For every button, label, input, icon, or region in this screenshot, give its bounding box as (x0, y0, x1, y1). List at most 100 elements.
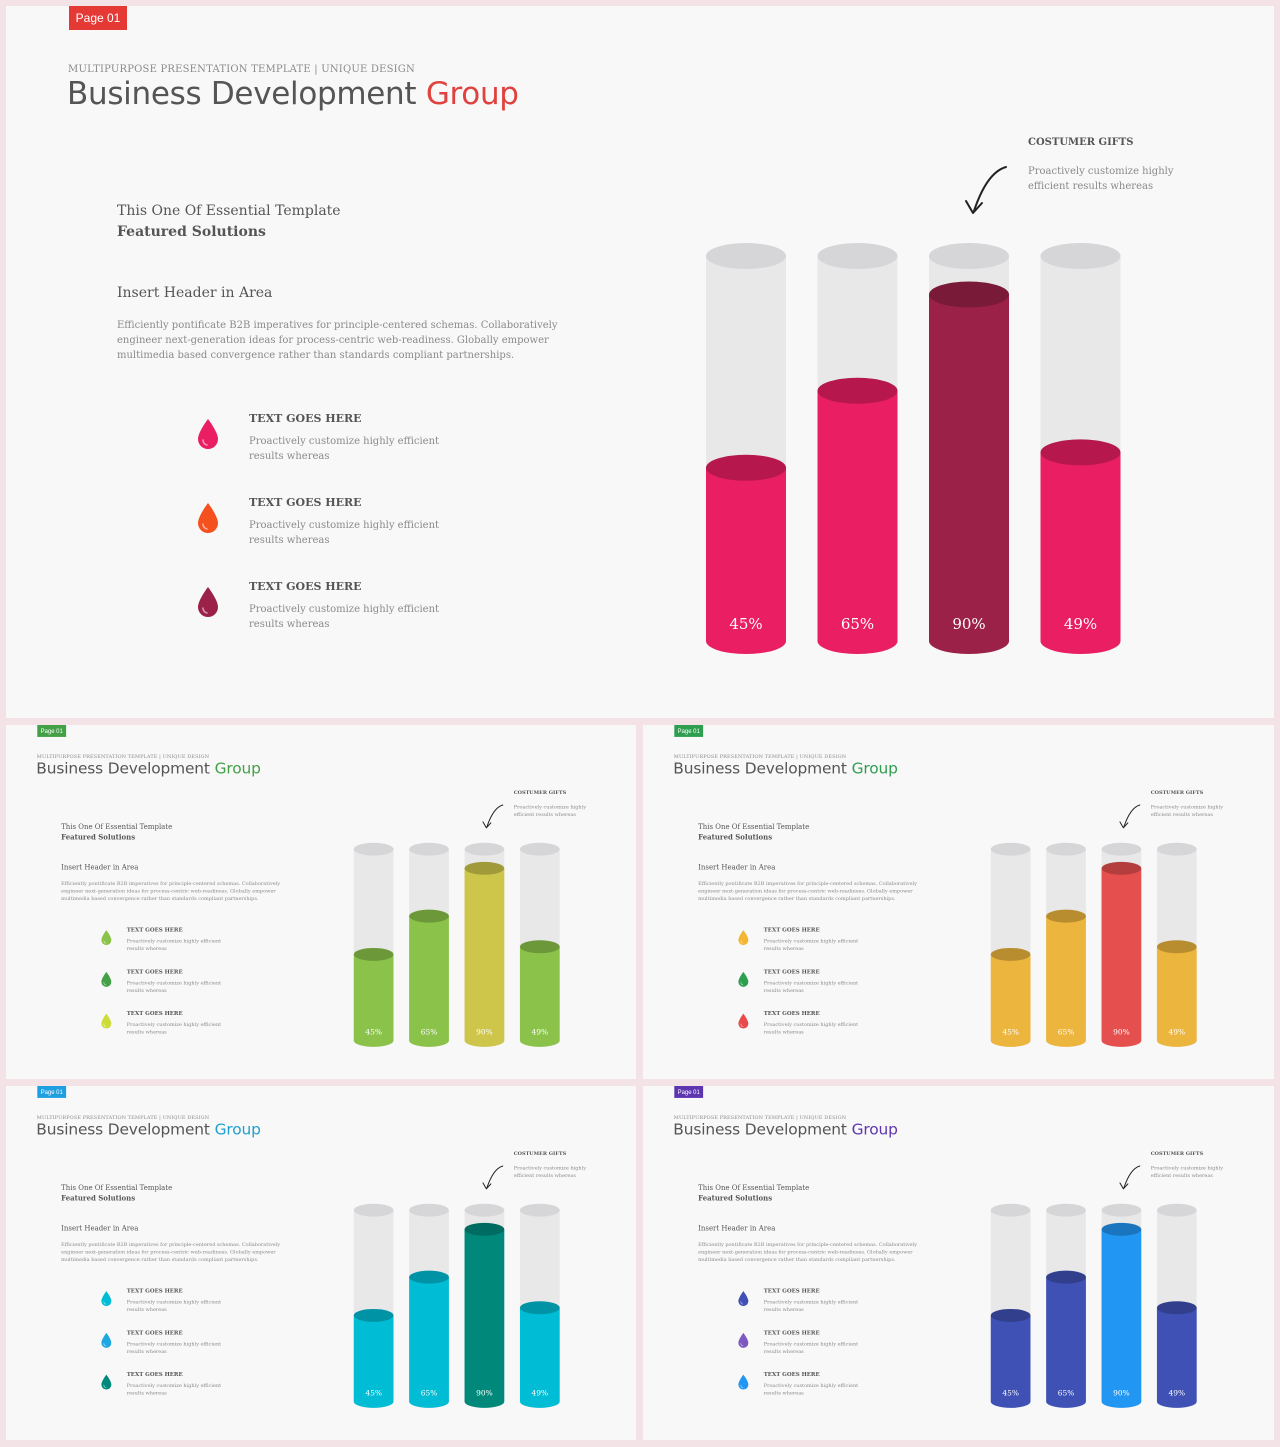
item-title: TEXT GOES HERE (763, 968, 820, 975)
bar-fill-base (1101, 1395, 1142, 1408)
bar-track-top (1046, 842, 1086, 856)
drop-icon (198, 419, 218, 449)
item-description: Proactively customize highly efficient r… (763, 1022, 859, 1036)
drop-icon (101, 971, 112, 987)
page-title: Business Development Group (673, 759, 898, 778)
bar-fill-top (1040, 439, 1121, 466)
bar-track-top (817, 243, 898, 269)
bar-fill-base (464, 1034, 505, 1047)
bar-fill-base (1156, 1034, 1197, 1047)
feature-item: TEXT GOES HERE Proactively customize hig… (196, 496, 496, 566)
gift-description: Proactively customize highly efficient r… (1150, 1165, 1224, 1179)
item-title: TEXT GOES HERE (126, 926, 183, 934)
slide-blue: Page 01 MULTIPURPOSE PRESENTATION TEMPLA… (643, 1086, 1274, 1440)
subtitle-line-1: This One Of Essential Template (698, 822, 810, 831)
item-description: Proactively customize highly efficient r… (126, 1341, 222, 1355)
bar-fill-base (464, 1395, 505, 1408)
cylinder-bar: 65% (409, 1203, 449, 1408)
drop-icon (198, 587, 218, 617)
subtitle-line-1: This One Of Essential Template (61, 1183, 173, 1192)
bar-fill (1046, 1277, 1086, 1402)
bar-fill-top (409, 1270, 449, 1284)
item-title: TEXT GOES HERE (126, 1329, 183, 1336)
feature-item: TEXT GOES HERE Proactively customize hig… (100, 1288, 249, 1323)
bar-track-top (990, 842, 1031, 856)
bar-value-label: 65% (1058, 1028, 1075, 1037)
item-title: TEXT GOES HERE (763, 1010, 820, 1017)
bar-fill (519, 1307, 560, 1402)
bar-track-top (1046, 1203, 1086, 1217)
bar-fill-base (519, 1034, 560, 1047)
slide-green: Page 01 MULTIPURPOSE PRESENTATION TEMPLA… (6, 725, 636, 1079)
drop-icon (198, 503, 218, 533)
item-title: TEXT GOES HERE (126, 1371, 183, 1378)
item-title: TEXT GOES HERE (126, 1010, 183, 1017)
bar-fill-top (817, 377, 898, 404)
item-title: TEXT GOES HERE (763, 1329, 820, 1336)
item-description: Proactively customize highly efficient r… (126, 1022, 222, 1036)
page-badge: Page 01 (37, 725, 67, 737)
drop-icon (738, 1291, 749, 1307)
title-accent: Group (214, 759, 261, 778)
cylinder-chart: 45% 65% 90% 49% (990, 1203, 1197, 1408)
page-title: Business Development Group (673, 1120, 898, 1139)
title-main: Business Development (36, 1120, 215, 1139)
bar-track-top (1156, 1203, 1197, 1217)
title-accent: Group (851, 759, 898, 778)
bar-track-top (1101, 1203, 1142, 1217)
gift-description: Proactively customize highly efficient r… (1028, 166, 1174, 192)
bar-value-label: 49% (532, 1028, 549, 1037)
curved-arrow-icon (482, 1165, 504, 1190)
bar-value-label: 45% (729, 615, 762, 633)
item-description: Proactively customize highly efficient r… (249, 436, 440, 462)
kicker-text: MULTIPURPOSE PRESENTATION TEMPLATE | UNI… (36, 753, 210, 760)
bar-fill (990, 954, 1031, 1041)
bar-value-label: 90% (952, 615, 985, 633)
cylinder-bar: 90% (464, 1203, 505, 1408)
page-badge: Page 01 (674, 725, 704, 737)
bar-fill-top (1101, 861, 1142, 875)
bar-fill-top (1156, 940, 1197, 954)
bar-fill-top (1101, 1222, 1142, 1236)
item-title: TEXT GOES HERE (763, 1287, 820, 1295)
gift-description: Proactively customize highly efficient r… (513, 804, 587, 818)
bar-fill-top (409, 909, 449, 923)
title-main: Business Development (673, 759, 852, 778)
bar-value-label: 65% (841, 615, 874, 633)
cylinder-bar: 65% (1046, 1203, 1086, 1408)
subtitle-line-2: Featured Solutions (61, 833, 136, 842)
section-header: Insert Header in Area (61, 1224, 139, 1233)
bar-fill-base (519, 1395, 560, 1408)
page-badge: Page 01 (69, 6, 127, 30)
subtitle-line-1: This One Of Essential Template (698, 1183, 810, 1192)
bar-fill-base (817, 628, 898, 654)
cylinder-bar: 49% (1040, 243, 1121, 654)
body-paragraph: Efficiently pontificate B2B imperatives … (61, 1241, 281, 1263)
curved-arrow-icon (482, 804, 504, 829)
drop-icon (101, 1291, 112, 1307)
bar-fill (1046, 916, 1086, 1041)
bar-value-label: 65% (1058, 1389, 1075, 1398)
body-paragraph: Efficiently pontificate B2B imperatives … (61, 880, 281, 902)
bar-value-label: 49% (1169, 1028, 1186, 1037)
gift-title: COSTUMER GIFTS (513, 1151, 567, 1157)
bar-fill-top (1156, 1301, 1197, 1315)
bar-fill-base (1046, 1395, 1086, 1408)
item-description: Proactively customize highly efficient r… (763, 938, 859, 952)
bar-fill-base (409, 1395, 449, 1408)
slide-content: Page 01 MULTIPURPOSE PRESENTATION TEMPLA… (6, 1086, 636, 1440)
page-badge: Page 01 (37, 1086, 67, 1098)
bar-track-top (1156, 842, 1197, 856)
bar-fill (464, 1229, 505, 1402)
item-title: TEXT GOES HERE (763, 1371, 820, 1378)
bar-fill (1156, 946, 1197, 1041)
bar-value-label: 90% (476, 1028, 493, 1037)
drop-icon (738, 930, 749, 946)
title-accent: Group (425, 76, 519, 112)
subtitle-line-2: Featured Solutions (117, 224, 266, 240)
section-header: Insert Header in Area (61, 863, 139, 872)
cylinder-bar: 45% (990, 1203, 1031, 1408)
page-title: Business Development Group (67, 76, 519, 112)
title-main: Business Development (673, 1120, 852, 1139)
drop-icon (101, 1013, 112, 1029)
